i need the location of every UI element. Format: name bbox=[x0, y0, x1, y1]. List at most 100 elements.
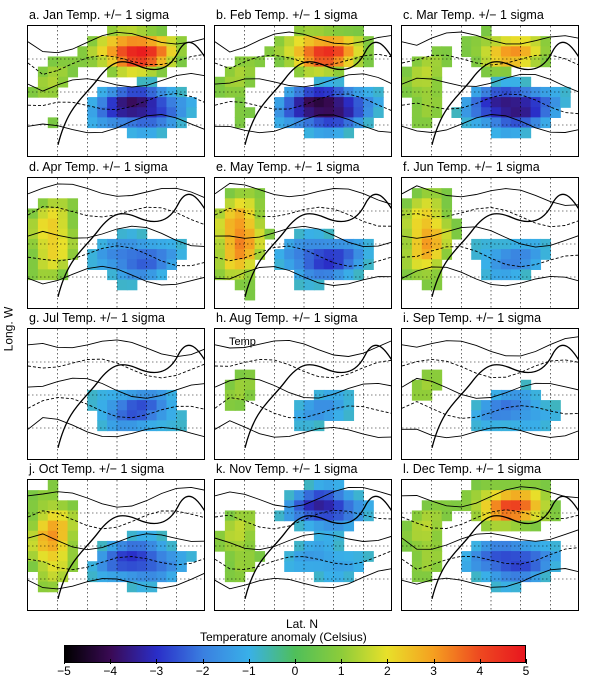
heatmap-cell bbox=[431, 249, 443, 260]
heatmap-cell bbox=[540, 86, 551, 98]
heatmap-cell bbox=[244, 228, 256, 240]
coastline bbox=[431, 344, 578, 448]
coastline bbox=[431, 495, 578, 599]
heatmap-cell bbox=[540, 249, 551, 260]
heatmap-cell bbox=[254, 249, 266, 260]
heatmap-cell bbox=[37, 198, 49, 210]
heatmap-cell bbox=[411, 530, 423, 542]
heatmap-cell bbox=[402, 520, 413, 532]
heatmap-cell bbox=[254, 228, 266, 240]
heatmap-cell bbox=[117, 561, 128, 572]
heatmap-cell bbox=[540, 420, 551, 432]
heatmap-cell bbox=[471, 46, 482, 58]
heatmap-cell bbox=[215, 530, 226, 542]
heatmap-cell bbox=[304, 420, 315, 432]
heatmap-cell bbox=[500, 520, 512, 532]
heatmap-cell bbox=[323, 269, 335, 281]
heatmap-cell bbox=[421, 76, 433, 88]
heatmap-cell bbox=[37, 581, 49, 593]
heatmap-cell bbox=[244, 238, 256, 250]
heatmap-cell bbox=[323, 86, 335, 98]
heatmap-cell bbox=[343, 551, 355, 562]
heatmap-cell bbox=[57, 198, 69, 210]
heatmap-cell bbox=[500, 571, 512, 583]
heatmap-cell bbox=[323, 46, 335, 58]
heatmap-cell bbox=[343, 238, 355, 250]
heatmap-cell bbox=[491, 520, 502, 532]
heatmap-cell bbox=[234, 379, 246, 391]
heatmap-cell bbox=[530, 500, 542, 512]
heatmap-cell bbox=[481, 561, 492, 572]
heatmap-cell bbox=[156, 551, 168, 562]
coastline bbox=[431, 193, 578, 297]
heatmap-cell bbox=[176, 86, 187, 98]
anomaly-map-svg bbox=[28, 329, 204, 459]
heatmap-cell bbox=[471, 500, 482, 512]
colorbar-tick-mark bbox=[433, 659, 435, 664]
heatmap-cell bbox=[363, 46, 374, 58]
heatmap-cell bbox=[343, 107, 355, 118]
heatmap-cell bbox=[234, 228, 246, 240]
heatmap-cell bbox=[126, 571, 138, 583]
heatmap-cell bbox=[294, 46, 305, 58]
heatmap-cell bbox=[411, 228, 423, 240]
heatmap-cell bbox=[333, 26, 345, 37]
heatmap-cell bbox=[500, 561, 512, 572]
heatmap-cell bbox=[224, 259, 236, 270]
heatmap-cell bbox=[294, 56, 305, 68]
heatmap-cell bbox=[224, 269, 236, 281]
heatmap-cell bbox=[491, 420, 502, 432]
heatmap-cell bbox=[461, 107, 472, 118]
heatmap-cell bbox=[284, 36, 295, 47]
heatmap-cell bbox=[126, 46, 138, 58]
heatmap-cell bbox=[363, 97, 374, 108]
heatmap-cell bbox=[333, 480, 345, 491]
colorbar-tick-mark bbox=[64, 659, 65, 664]
heatmap-cell bbox=[491, 117, 502, 129]
contour-line bbox=[28, 114, 204, 134]
heatmap-cell bbox=[471, 490, 482, 501]
heatmap-cell bbox=[166, 117, 177, 129]
heatmap-cell bbox=[363, 500, 374, 512]
heatmap-cell bbox=[117, 400, 128, 411]
heatmap-cell bbox=[411, 379, 423, 391]
anomaly-map-svg bbox=[28, 480, 204, 610]
panel-title: k. Nov Temp. +/− 1 sigma bbox=[216, 462, 358, 476]
heatmap-cell bbox=[176, 420, 187, 432]
heatmap-cell bbox=[28, 510, 39, 522]
heatmap-cell bbox=[431, 188, 443, 199]
heatmap-cell bbox=[156, 530, 168, 542]
panel-title: b. Feb Temp. +/− 1 sigma bbox=[216, 8, 358, 22]
heatmap-cell bbox=[343, 46, 355, 58]
heatmap-cell bbox=[304, 410, 315, 421]
colorbar-tick-label: 4 bbox=[476, 664, 484, 678]
heatmap-cell bbox=[126, 127, 138, 139]
heatmap-cell bbox=[156, 238, 168, 250]
heatmap-cell bbox=[304, 279, 315, 291]
heatmap-cell bbox=[234, 218, 246, 230]
heatmap-cell bbox=[461, 561, 472, 572]
heatmap-cell bbox=[441, 218, 453, 230]
heatmap-cell bbox=[126, 400, 138, 411]
heatmap-cell bbox=[510, 86, 522, 98]
heatmap-cell bbox=[481, 400, 492, 411]
heatmap-cell bbox=[146, 117, 158, 129]
heatmap-cell bbox=[166, 107, 177, 118]
heatmap-cell bbox=[471, 107, 482, 118]
colorbar-tick-label: 0 bbox=[291, 664, 299, 678]
heatmap-cell bbox=[294, 490, 305, 501]
heatmap-cell bbox=[431, 279, 443, 291]
heatmap-cell bbox=[343, 490, 355, 501]
heatmap-cell bbox=[284, 56, 295, 68]
heatmap-cell bbox=[57, 66, 69, 78]
coastline bbox=[244, 41, 391, 145]
heatmap-cell bbox=[146, 530, 158, 542]
heatmap-cell bbox=[451, 500, 462, 512]
heatmap-cell bbox=[550, 561, 561, 572]
heatmap-cell bbox=[471, 410, 482, 421]
heatmap-cell bbox=[176, 107, 187, 118]
heatmap-cell bbox=[491, 561, 502, 572]
heatmap-cell bbox=[431, 520, 443, 532]
heatmap-cell bbox=[550, 97, 561, 108]
heatmap-cell bbox=[37, 540, 49, 552]
